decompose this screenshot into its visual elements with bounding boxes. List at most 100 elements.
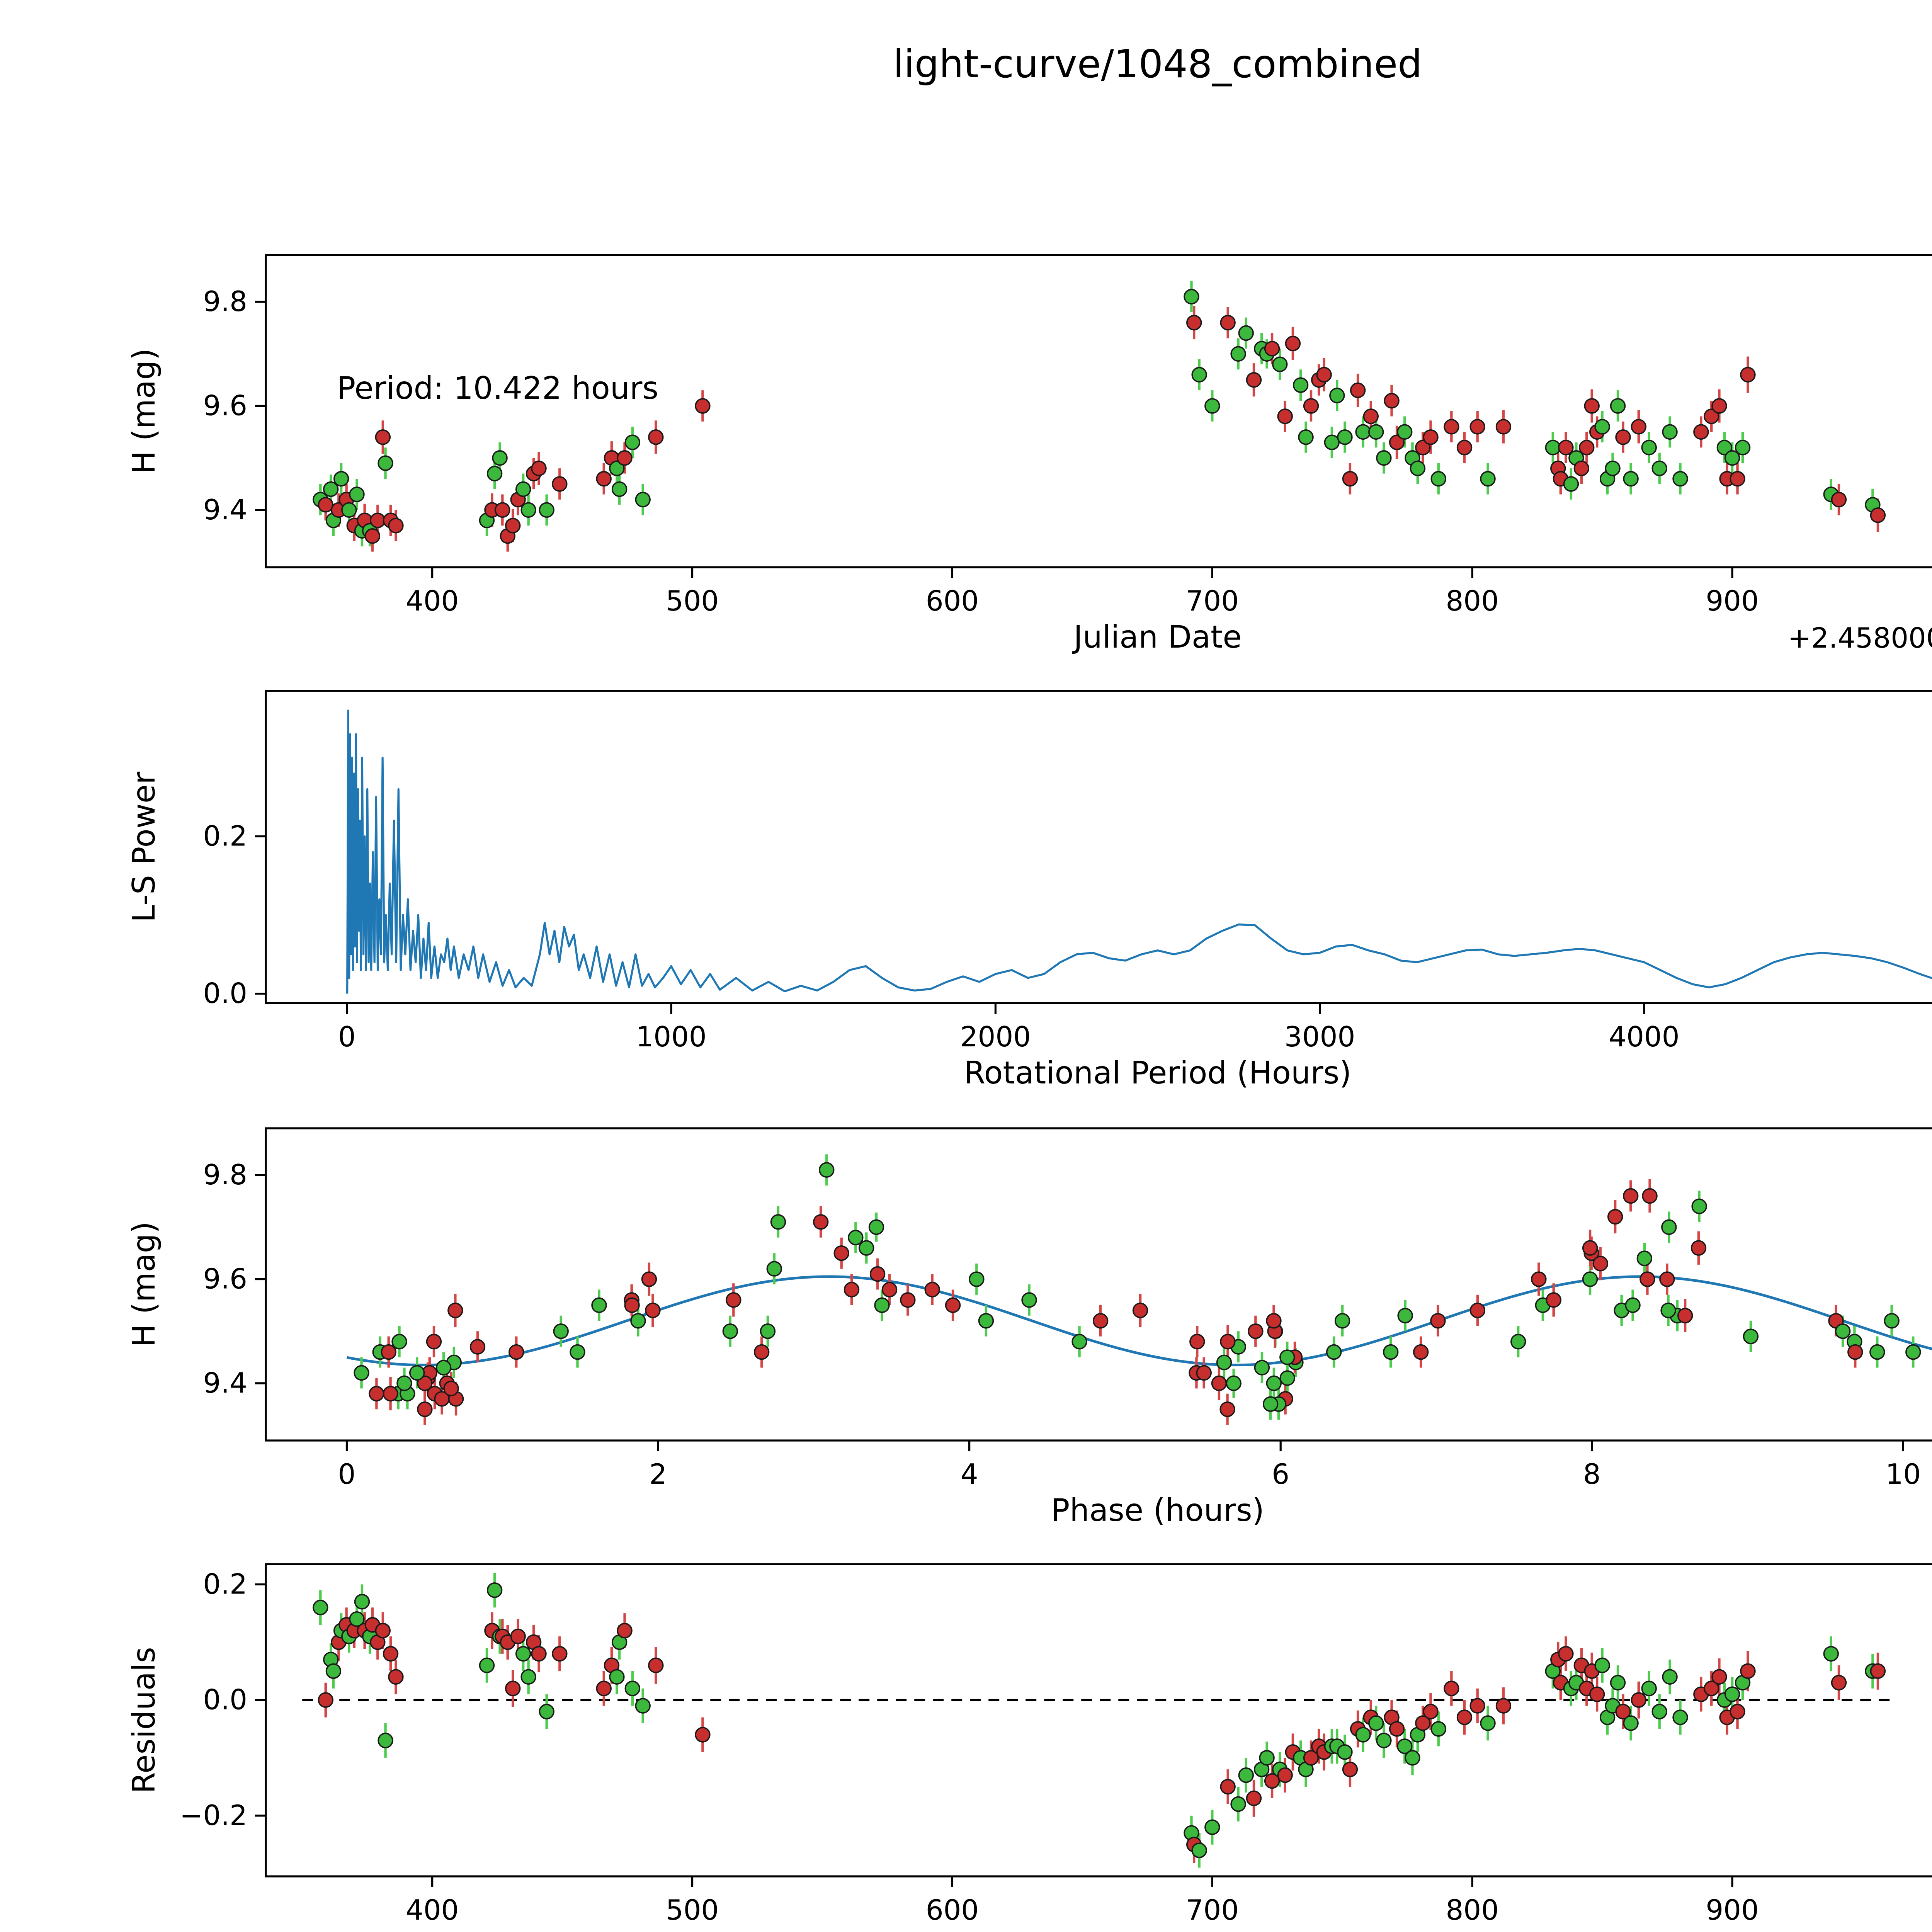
data-point-red	[753, 1344, 770, 1360]
x-tick-label: 900	[1706, 1894, 1759, 1926]
data-point-green	[1279, 1349, 1295, 1365]
data-point-green	[1410, 460, 1426, 476]
data-point-green	[1266, 1375, 1282, 1391]
data-point-red	[1531, 1271, 1547, 1287]
data-point-green	[515, 1646, 531, 1662]
data-point-green	[1651, 460, 1667, 476]
data-point-red	[443, 1381, 459, 1396]
x-tick-label: 700	[1186, 1894, 1239, 1926]
markers-lightcurve	[313, 289, 1886, 544]
data-point-green	[1230, 346, 1246, 362]
data-point-green	[760, 1323, 776, 1339]
markers-residuals	[313, 1582, 1886, 1858]
data-point-red	[1740, 367, 1756, 383]
data-point-green	[1735, 440, 1751, 456]
x-tick-label: 400	[406, 1894, 459, 1926]
data-point-green	[1355, 424, 1371, 440]
data-point-red	[648, 1657, 664, 1673]
data-point-red	[1495, 419, 1512, 435]
data-point-red	[426, 1333, 442, 1350]
data-point-green	[624, 434, 640, 451]
data-point-green	[1191, 1842, 1207, 1858]
panel-residuals: 400 500 600 700 800 900 −0.2 0.0 0.2	[180, 1563, 1932, 1926]
data-point-green	[624, 1680, 640, 1696]
data-point-green	[609, 1669, 625, 1685]
data-point-red	[1389, 434, 1405, 451]
phased-xlabel: Phase (hours)	[1051, 1492, 1264, 1528]
data-point-green	[1691, 1198, 1707, 1214]
data-point-red	[1211, 1375, 1227, 1391]
data-point-red	[1870, 1663, 1886, 1679]
data-point-green	[1823, 1646, 1839, 1662]
data-point-green	[1298, 429, 1314, 445]
data-point-green	[520, 1669, 536, 1685]
x-tick-label: 400	[406, 585, 459, 617]
residuals-xlabel: Julian Date	[1071, 1928, 1242, 1932]
data-point-green	[1376, 1733, 1392, 1748]
data-point-green	[868, 1219, 884, 1235]
data-point-green	[1430, 1721, 1446, 1737]
data-point-red	[1847, 1344, 1863, 1360]
data-point-green	[1724, 1686, 1740, 1702]
data-point-green	[553, 1323, 569, 1339]
data-point-red	[1659, 1271, 1675, 1287]
data-point-red	[1730, 1704, 1745, 1719]
data-point-green	[570, 1344, 585, 1360]
data-point-green	[396, 1375, 412, 1391]
data-point-green	[1238, 1767, 1254, 1783]
data-point-red	[383, 1646, 399, 1662]
data-point-green	[520, 502, 536, 518]
data-point-red	[1389, 1721, 1405, 1737]
data-point-green	[1383, 1344, 1399, 1360]
data-point-red	[1246, 1790, 1262, 1806]
data-point-red	[495, 502, 510, 518]
data-point-red	[1132, 1303, 1148, 1318]
data-point-red	[505, 518, 521, 534]
data-point-green	[1397, 1308, 1413, 1324]
data-point-red	[1303, 1750, 1319, 1766]
data-point-green	[333, 471, 349, 487]
data-point-green	[1510, 1333, 1526, 1350]
data-point-red	[1277, 408, 1293, 424]
lightcurve-xlabel: Julian Date	[1071, 619, 1242, 655]
data-point-red	[1558, 440, 1574, 456]
data-point-green	[1672, 471, 1688, 487]
data-point-red	[1415, 1715, 1431, 1731]
data-point-green	[1397, 1738, 1413, 1754]
data-point-green	[591, 1297, 607, 1313]
x-tick-label: 700	[1186, 585, 1239, 617]
data-point-red	[645, 1303, 661, 1318]
data-point-green	[1623, 1715, 1639, 1731]
data-point-red	[695, 1727, 711, 1743]
data-point-red	[900, 1292, 916, 1308]
data-point-green	[1329, 388, 1345, 403]
x-tick-label: 4000	[1609, 1020, 1679, 1053]
data-point-red	[648, 429, 664, 445]
data-point-red	[531, 1646, 547, 1662]
axes-frame	[265, 254, 1932, 568]
axes-frame	[265, 1127, 1932, 1442]
y-tick-label: 0.2	[203, 1568, 247, 1600]
data-point-green	[1238, 325, 1254, 341]
data-point-red	[617, 1622, 633, 1639]
data-point-green	[1184, 289, 1199, 304]
ls-power-curve	[346, 709, 1932, 994]
lightcurve-ylabel: H (mag)	[126, 348, 162, 474]
data-point-green	[1641, 440, 1657, 456]
data-point-green	[1355, 1727, 1371, 1743]
data-point-green	[1835, 1323, 1851, 1339]
data-point-red	[1423, 1704, 1439, 1719]
data-point-red	[1573, 460, 1590, 476]
data-point-red	[1631, 419, 1647, 435]
data-point-green	[819, 1162, 835, 1178]
residuals-axis-offset: +2.4580000000e6	[1788, 1931, 1932, 1932]
data-point-red	[388, 1669, 404, 1685]
data-point-green	[1625, 1297, 1641, 1313]
data-point-red	[383, 1386, 398, 1402]
data-point-green	[1905, 1344, 1921, 1360]
data-point-red	[924, 1282, 940, 1298]
data-point-red	[1623, 1188, 1639, 1204]
data-point-green	[323, 481, 339, 497]
data-point-green	[1337, 1744, 1353, 1760]
